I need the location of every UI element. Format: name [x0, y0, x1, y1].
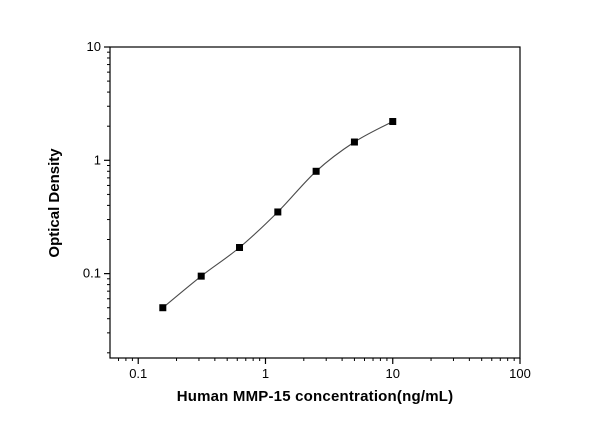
x-tick-label: 100	[509, 366, 531, 381]
y-tick-label: 10	[87, 39, 101, 54]
data-point	[389, 118, 397, 126]
plot-frame	[109, 46, 521, 359]
data-point	[197, 272, 205, 280]
x-tick-label: 10	[386, 366, 400, 381]
x-tick-label: 0.1	[129, 366, 147, 381]
axis-ticks: 0.1 1 10 100 0.1 1 10	[83, 39, 531, 381]
x-tick-label: 1	[262, 366, 269, 381]
y-tick-label: 0.1	[83, 266, 101, 281]
y-axis-title: Optical Density	[46, 148, 63, 258]
data-point	[159, 304, 167, 312]
data-point	[274, 208, 282, 216]
data-point	[350, 138, 358, 146]
series-standard-curve	[159, 118, 397, 312]
data-point	[236, 244, 244, 252]
y-tick-label: 1	[94, 152, 101, 167]
x-axis-title: Human MMP-15 concentration(ng/mL)	[176, 388, 454, 405]
data-point	[312, 167, 320, 175]
